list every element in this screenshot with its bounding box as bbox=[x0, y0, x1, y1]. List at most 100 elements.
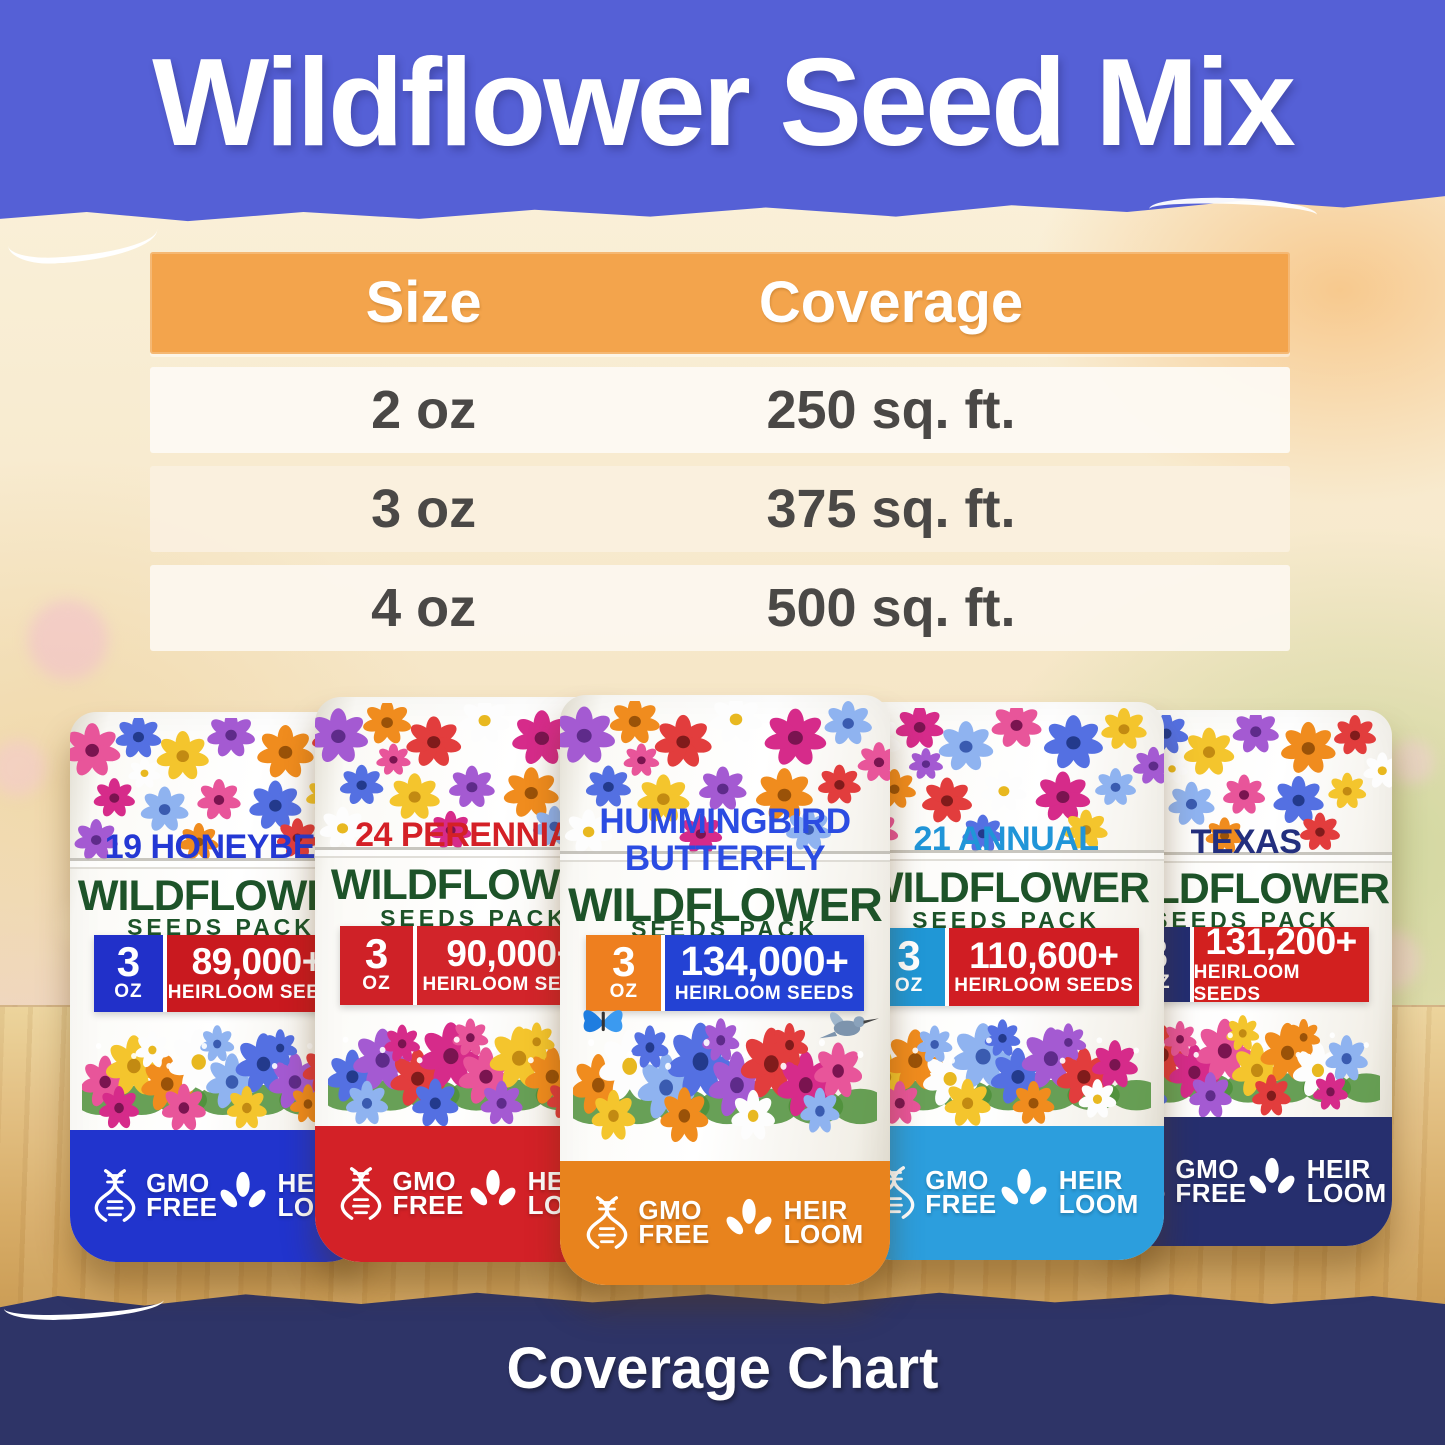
zipper-seal bbox=[1100, 852, 1392, 864]
flower-art-top bbox=[1100, 715, 1392, 854]
seed-label: HEIRLOOM SEEDS bbox=[954, 975, 1134, 997]
table-row: 3 oz 375 sq. ft. bbox=[150, 466, 1290, 552]
flower-bouquet bbox=[860, 1019, 1152, 1127]
table-row: 2 oz 250 sq. ft. bbox=[150, 367, 1290, 453]
bokeh-light bbox=[1390, 740, 1434, 784]
column-header-coverage: Coverage bbox=[758, 270, 1024, 335]
sprout-icon bbox=[723, 1198, 774, 1238]
packet-title: 21 ANNUAL bbox=[848, 819, 1164, 858]
bottom-band: GMO FREE HEIR LOOM bbox=[560, 1161, 890, 1285]
seed-packet-hummingbird-butterfly: HUMMINGBIRD BUTTERFLY WILDFLOWER SEEDS P… bbox=[560, 695, 890, 1285]
dna-icon bbox=[587, 1196, 628, 1249]
cell-coverage: 250 sq. ft. bbox=[766, 380, 1016, 440]
gmo-free-badge: GMO FREE bbox=[340, 1166, 463, 1222]
packet-title: 19 HONEYBEE bbox=[70, 828, 372, 867]
size-value: 3 bbox=[364, 930, 389, 978]
gmo-label: GMO bbox=[638, 1195, 702, 1226]
seed-label: HEIRLOOM SEEDS bbox=[167, 981, 347, 1003]
packet-subtitle: WILDFLOWER bbox=[862, 863, 1150, 912]
bottom-band: GMO FREE HEIR LOOM bbox=[848, 1126, 1164, 1260]
coverage-table: Size Coverage 2 oz 250 sq. ft. 3 oz 375 … bbox=[150, 252, 1290, 651]
sprout-icon bbox=[1246, 1157, 1297, 1196]
heirloom-label: HEIR bbox=[1306, 1153, 1371, 1184]
column-header-size: Size bbox=[365, 270, 482, 335]
heirloom-label: HEIR bbox=[1058, 1165, 1123, 1196]
top-banner: Wildflower Seed Mix bbox=[0, 0, 1445, 222]
size-block: 3 OZ bbox=[586, 934, 662, 1012]
bottom-banner: Coverage Chart bbox=[0, 1292, 1445, 1445]
pouch: HUMMINGBIRD BUTTERFLY WILDFLOWER SEEDS P… bbox=[560, 695, 890, 1285]
packet-title-line1: 19 HONEYBEE bbox=[104, 828, 338, 867]
cell-size: 2 oz bbox=[371, 380, 477, 440]
seed-count-badge: 3 OZ 89,000+ HEIRLOOM SEEDS bbox=[94, 934, 348, 1012]
packet-title: TEXAS bbox=[1100, 823, 1392, 862]
table-row: 4 oz 500 sq. ft. bbox=[150, 565, 1290, 651]
heirloom-label: LOOM bbox=[1058, 1189, 1139, 1220]
seed-label: HEIRLOOM SEEDS bbox=[1193, 962, 1300, 1006]
flower-art-top bbox=[70, 717, 372, 859]
gmo-label: FREE bbox=[925, 1189, 997, 1220]
count-block: 134,000+ HEIRLOOM SEEDS bbox=[665, 934, 864, 1012]
cell-coverage: 375 sq. ft. bbox=[766, 479, 1016, 539]
zipper-seal bbox=[560, 851, 890, 863]
seed-count: 90,000+ bbox=[446, 932, 578, 974]
heirloom-badge: HEIR LOOM bbox=[998, 1165, 1139, 1220]
packet-title-line1: HUMMINGBIRD bbox=[599, 802, 851, 842]
sprout-icon bbox=[217, 1171, 268, 1211]
dna-icon bbox=[341, 1167, 382, 1221]
packet-title-line1: TEXAS bbox=[1190, 823, 1302, 862]
cell-size: 3 oz bbox=[371, 479, 477, 539]
seed-count-badge: 3 OZ 110,600+ HEIRLOOM SEEDS bbox=[873, 927, 1139, 1007]
flower-art-top bbox=[560, 700, 890, 853]
size-unit: OZ bbox=[894, 974, 924, 996]
size-unit: OZ bbox=[362, 973, 391, 995]
flower-bouquet bbox=[327, 1018, 621, 1127]
hummingbird-icon bbox=[819, 1012, 880, 1038]
heirloom-label: HEIR bbox=[783, 1195, 848, 1226]
seed-count: 134,000+ bbox=[680, 938, 849, 985]
size-value: 3 bbox=[116, 938, 141, 986]
packet-title-line1: 21 ANNUAL bbox=[913, 819, 1099, 858]
cell-coverage: 500 sq. ft. bbox=[766, 578, 1016, 638]
count-block: 131,200+ HEIRLOOM SEEDS bbox=[1193, 922, 1369, 1005]
heirloom-label: LOOM bbox=[783, 1219, 864, 1250]
cell-size: 4 oz bbox=[371, 578, 477, 638]
seed-count: 110,600+ bbox=[969, 934, 1119, 976]
count-block: 110,600+ HEIRLOOM SEEDS bbox=[948, 927, 1139, 1007]
gmo-label: FREE bbox=[392, 1190, 464, 1221]
size-block: 3 OZ bbox=[94, 934, 163, 1012]
gmo-label: GMO bbox=[146, 1168, 210, 1199]
gmo-free-badge: GMO FREE bbox=[586, 1195, 709, 1251]
seed-label: HEIRLOOM SEEDS bbox=[422, 973, 602, 995]
heirloom-badge: HEIR LOOM bbox=[723, 1195, 864, 1250]
sprout-icon bbox=[467, 1170, 518, 1209]
seed-label: HEIRLOOM SEEDS bbox=[674, 983, 854, 1005]
packet-title-line1: 24 PERENNIAL bbox=[355, 816, 593, 855]
pouch: 21 ANNUAL WILDFLOWER SEEDS PACK 3 OZ 110… bbox=[848, 702, 1164, 1260]
heirloom-label: LOOM bbox=[1306, 1177, 1387, 1208]
gmo-label: FREE bbox=[1175, 1177, 1247, 1208]
gmo-label: FREE bbox=[638, 1219, 710, 1250]
gmo-free-badge: GMO FREE bbox=[1123, 1154, 1246, 1210]
footer-title: Coverage Chart bbox=[506, 1335, 939, 1401]
size-value: 3 bbox=[897, 932, 921, 980]
size-unit: OZ bbox=[114, 981, 143, 1003]
zipper-seal bbox=[70, 857, 372, 869]
bokeh-light bbox=[28, 600, 108, 680]
size-unit: OZ bbox=[609, 980, 638, 1002]
size-value: 3 bbox=[612, 937, 636, 985]
table-header: Size Coverage bbox=[150, 252, 1290, 354]
packet-subtitle: WILDFLOWER bbox=[568, 877, 883, 931]
gmo-label: GMO bbox=[1175, 1153, 1239, 1184]
packet-title: 24 PERENNIAL bbox=[315, 816, 633, 855]
packet-title-line2: BUTTERFLY bbox=[624, 838, 826, 878]
gmo-free-badge: GMO FREE bbox=[873, 1165, 996, 1221]
bokeh-light bbox=[0, 740, 46, 796]
flower-bouquet bbox=[573, 1018, 877, 1143]
gmo-label: GMO bbox=[925, 1165, 989, 1196]
seed-count: 89,000+ bbox=[191, 940, 324, 982]
seed-count-badge: 3 OZ 134,000+ HEIRLOOM SEEDS bbox=[586, 934, 864, 1012]
butterfly-icon bbox=[582, 1009, 623, 1032]
size-block: 3 OZ bbox=[340, 925, 413, 1005]
